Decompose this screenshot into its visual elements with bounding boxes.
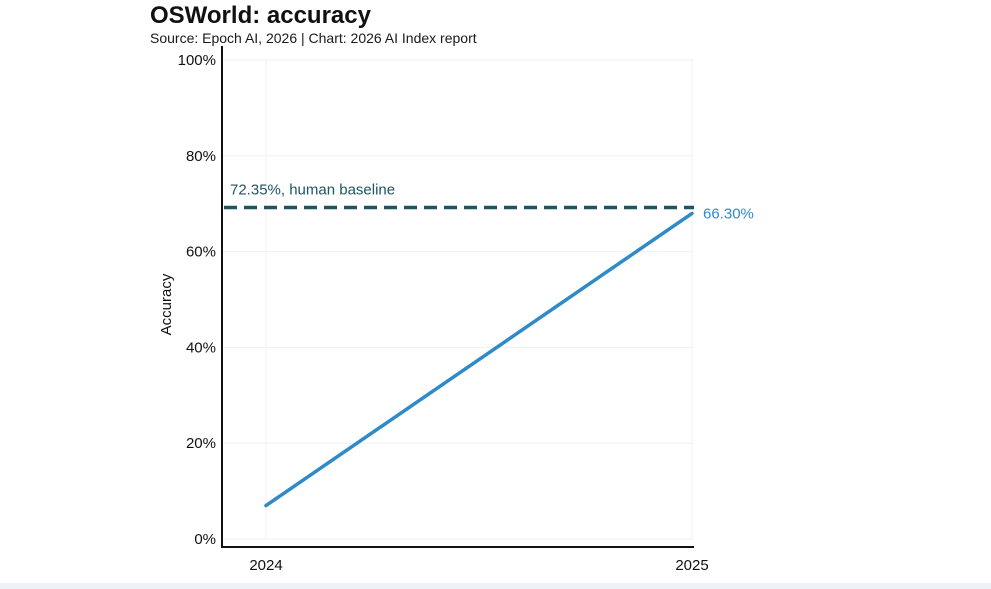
y-tick-label: 60%	[186, 244, 216, 261]
footer-strip	[0, 583, 991, 589]
axes	[221, 46, 694, 548]
human-baseline-label: 72.35%, human baseline	[230, 181, 395, 198]
labels-group: 0% 20% 40% 60% 80% 100% 2024 2025 Accuracy 72.35%…	[158, 52, 754, 574]
chart-title: OSWorld: accuracy	[150, 2, 371, 29]
chart-subtitle: Source: Epoch AI, 2026 | Chart: 2026 AI …	[150, 30, 477, 46]
y-tick-label: 40%	[186, 339, 216, 356]
gridlines	[222, 59, 694, 540]
y-tick-label: 80%	[186, 148, 216, 165]
y-axis-title: Accuracy	[158, 273, 175, 335]
y-tick-label: 20%	[186, 435, 216, 452]
series-end-label: 66.30%	[703, 205, 754, 222]
y-tick-label: 0%	[194, 531, 216, 548]
y-tick-label: 100%	[178, 52, 216, 69]
series-group	[264, 211, 694, 508]
x-tick-label: 2025	[675, 557, 708, 574]
accuracy-series-line	[264, 211, 694, 508]
x-tick-label: 2024	[249, 557, 282, 574]
